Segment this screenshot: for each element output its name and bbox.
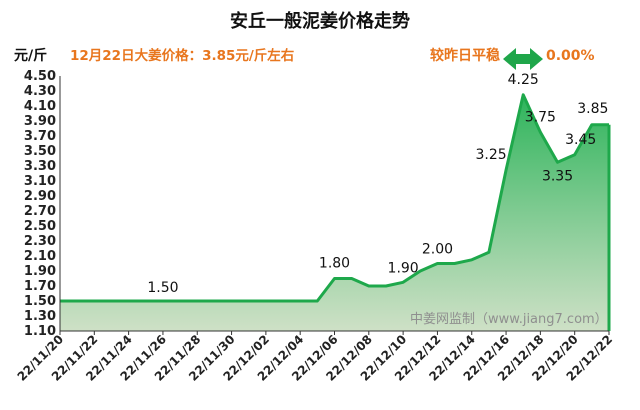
y-tick-label: 4.50 [24, 69, 56, 84]
data-label: 1.80 [319, 256, 350, 272]
y-tick-label: 2.90 [24, 189, 56, 204]
y-tick-label: 3.90 [24, 114, 56, 129]
y-tick-label: 2.30 [24, 234, 56, 249]
double-arrow-icon [503, 48, 543, 70]
y-tick-label: 4.30 [24, 84, 56, 99]
plot-area [60, 93, 611, 331]
y-axis: 1.101.301.501.701.902.102.302.502.702.90… [24, 69, 61, 339]
data-label: 2.00 [422, 242, 453, 258]
y-tick-label: 1.50 [24, 294, 56, 309]
y-tick-label: 1.90 [24, 264, 56, 279]
y-tick-label: 2.10 [24, 249, 56, 264]
y-tick-label: 3.30 [24, 159, 56, 174]
chart-title: 安丘一般泥姜价格走势 [230, 10, 410, 32]
data-label: 3.75 [525, 109, 556, 125]
price-info: 12月22日大姜价格：3.85元/斤左右 [70, 47, 294, 64]
y-tick-label: 2.50 [24, 219, 56, 234]
status-text: 较昨日平稳 [430, 47, 500, 64]
data-label: 1.90 [388, 260, 419, 276]
data-label: 3.35 [542, 168, 573, 184]
x-axis: 22/11/2022/11/2222/11/2422/11/2622/11/28… [15, 330, 615, 384]
watermark: 中姜网监制（www.jiang7.com） [410, 312, 608, 327]
y-tick-label: 3.50 [24, 144, 56, 159]
data-label: 1.50 [147, 280, 178, 296]
change-percent: 0.00% [546, 48, 595, 64]
data-label: 4.25 [508, 72, 539, 88]
y-tick-label: 1.10 [24, 324, 56, 339]
y-tick-label: 3.70 [24, 129, 56, 144]
y-tick-label: 3.10 [24, 174, 56, 189]
data-label: 3.85 [577, 101, 608, 117]
data-labels: 1.50 1.80 1.902.00 3.25 4.25 3.75 3.35 3.45 3.85 [147, 72, 608, 296]
y-axis-unit: 元/斤 [14, 47, 47, 64]
data-label: 3.45 [565, 132, 596, 148]
data-label: 3.25 [475, 147, 506, 163]
y-tick-label: 1.30 [24, 309, 56, 324]
y-tick-label: 2.70 [24, 204, 56, 219]
series-line [60, 93, 609, 303]
y-tick-label: 4.10 [24, 99, 56, 114]
y-tick-label: 1.70 [24, 279, 56, 294]
series-area [60, 94, 609, 331]
